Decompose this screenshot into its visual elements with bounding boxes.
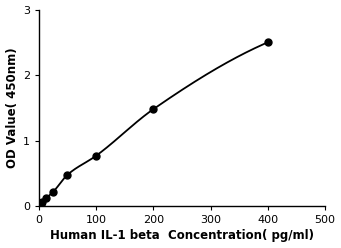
Y-axis label: OD Value( 450nm): OD Value( 450nm) [5, 48, 18, 168]
X-axis label: Human IL-1 beta  Concentration( pg/ml): Human IL-1 beta Concentration( pg/ml) [50, 229, 314, 243]
